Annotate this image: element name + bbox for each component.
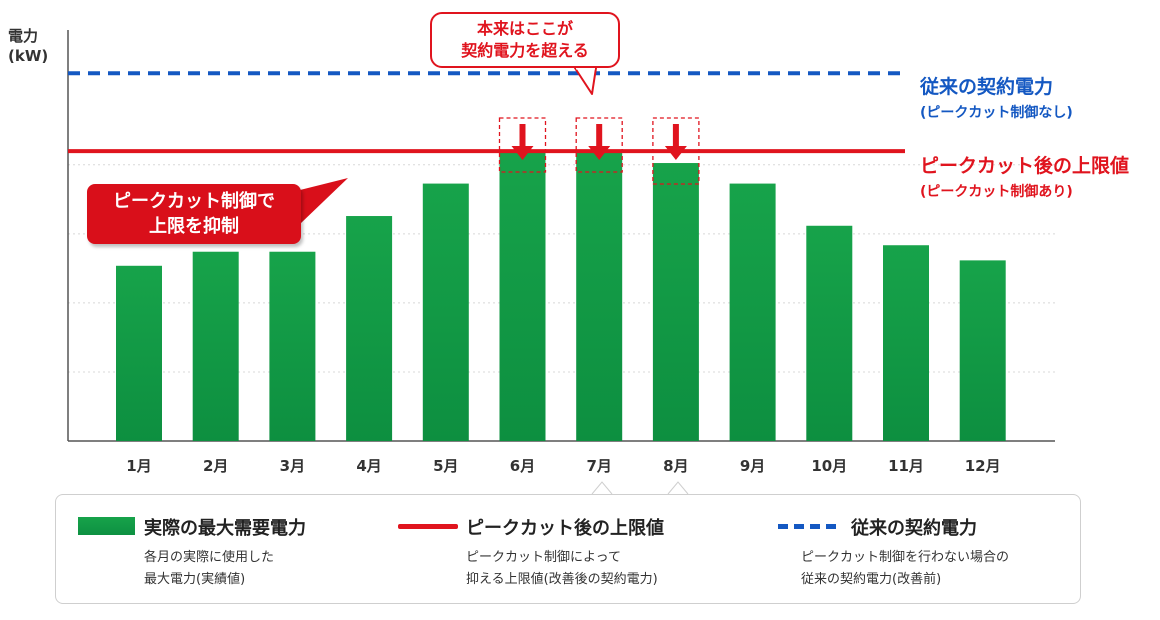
legend-contract-desc1: ピークカット制御を行わない場合の [801,550,1010,565]
down-arrow-icon [511,124,534,160]
limit-line-label: ピークカット後の上限値 (ピークカット制御あり) [920,151,1129,201]
peak-cut-callout: ピークカット制御で 上限を抑制 [87,184,301,244]
bar-2 [192,251,239,441]
legend-actual-desc1: 各月の実際に使用した [144,550,275,565]
bar-8 [652,163,699,441]
bar-1 [116,265,162,441]
y-axis-label-line1: 電力 [8,27,39,45]
contract-line-sub: (ピークカット制御なし) [920,105,1073,121]
exceed-callout: 本来はここが 契約電力を超える [430,12,620,68]
legend: 実際の最大需要電力 各月の実際に使用した 最大電力(実績値) ピークカット後の上… [55,494,1081,604]
x-tick-label: 6月 [510,457,535,475]
bar-10 [806,225,853,441]
legend-notch [591,481,613,495]
exceed-callout-line1: 本来はここが [476,19,573,38]
legend-actual-desc: 各月の実際に使用した 最大電力(実績値) [144,547,274,591]
y-axis-label: 電力 (kW) [8,26,48,66]
bar-9 [729,183,776,441]
down-arrow-icon [664,124,687,160]
legend-actual-desc2: 最大電力(実績値) [144,572,246,587]
legend-limit-desc: ピークカット制御によって 抑える上限値(改善後の契約電力) [466,547,658,591]
legend-bar-swatch [78,517,135,535]
callout-pointer [574,67,597,95]
legend-limit-desc2: 抑える上限値(改善後の契約電力) [466,572,658,587]
legend-limit-desc1: ピークカット制御によって [466,550,621,565]
reduction-box [652,117,700,185]
x-tick-label: 8月 [663,457,688,475]
legend-contract-desc2: 従来の契約電力(改善前) [801,572,942,587]
x-tick-label: 1月 [126,457,151,475]
bar-3 [269,251,316,441]
bar-7 [576,151,623,441]
x-tick-label: 2月 [203,457,228,475]
x-tick-label: 9月 [740,457,765,475]
reduction-box [498,117,547,173]
peak-cut-callout-line2: 上限を抑制 [149,216,239,237]
down-arrow-icon [588,124,611,160]
exceed-callout-line2: 契約電力を超える [461,41,589,60]
legend-contract-swatch [778,524,836,529]
x-tick-label: 5月 [433,457,458,475]
legend-limit-swatch [398,524,458,529]
x-tick-label: 7月 [586,457,611,475]
bar-12 [959,260,1006,441]
x-tick-label: 4月 [356,457,381,475]
limit-line-title: ピークカット後の上限値 [920,155,1130,177]
legend-contract-title: 従来の契約電力 [851,518,977,539]
bar-5 [422,183,469,441]
bar-11 [883,245,929,441]
bar-4 [346,216,393,441]
legend-limit-title: ピークカット後の上限値 [466,518,664,539]
peak-cut-callout-line1: ピークカット制御で [113,191,275,212]
contract-line-label: 従来の契約電力 (ピークカット制御なし) [920,72,1073,122]
contract-line-title: 従来の契約電力 [920,76,1054,98]
bar-6 [499,151,546,441]
x-tick-label: 11月 [888,457,924,475]
legend-actual-title: 実際の最大需要電力 [144,518,306,539]
x-tick-label: 3月 [280,457,305,475]
reduction-box [575,117,623,173]
legend-contract-desc: ピークカット制御を行わない場合の 従来の契約電力(改善前) [801,547,1009,591]
legend-notch [667,481,689,495]
x-tick-label: 12月 [965,457,1001,475]
y-axis-label-line2: (kW) [8,47,49,65]
peak-cut-callout-pointer [300,178,348,224]
limit-line-sub: (ピークカット制御あり) [920,184,1073,200]
x-tick-label: 10月 [811,457,847,475]
